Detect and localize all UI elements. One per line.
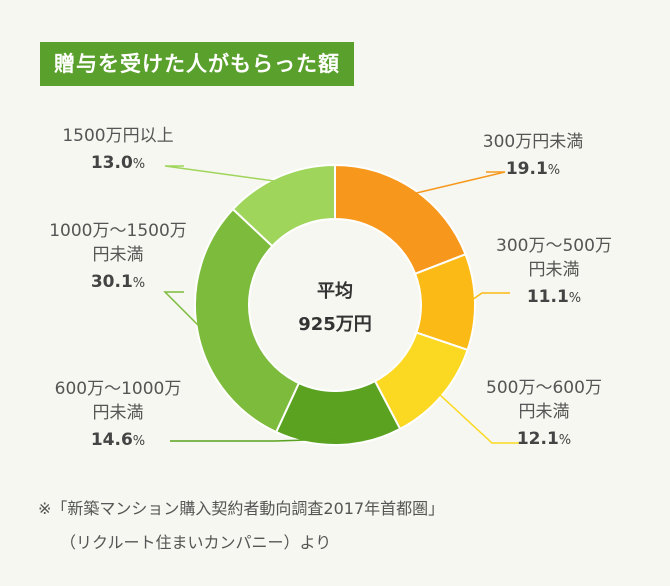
center-label-average: 925万円 bbox=[298, 314, 372, 335]
slice-label-6-line-1: 1500万円以上 bbox=[62, 126, 173, 146]
slice-value-unit-4: % bbox=[133, 434, 145, 449]
slice-value-3: 12.1% bbox=[517, 429, 571, 449]
slice-value-1: 19.1% bbox=[506, 159, 560, 179]
leader-line-4 bbox=[170, 438, 339, 442]
leader-line-5 bbox=[163, 291, 204, 332]
slice-label-4-line-2: 円未満 bbox=[93, 403, 144, 423]
slice-label-2-line-1: 300万～500万 bbox=[496, 236, 612, 256]
source-line-1: ※「新築マンション購入契約者動向調査2017年首都圏」 bbox=[38, 499, 445, 518]
leader-line-2 bbox=[468, 292, 510, 303]
slice-value-unit-1: % bbox=[548, 163, 560, 178]
slice-label-5-line-2: 円未満 bbox=[93, 245, 144, 265]
slice-value-4: 14.6% bbox=[91, 430, 145, 450]
slice-value-unit-5: % bbox=[133, 276, 145, 291]
slice-label-4-line-1: 600万～1000万 bbox=[55, 379, 182, 399]
slice-label-2-line-2: 円未満 bbox=[529, 260, 580, 280]
leader-line-3 bbox=[436, 391, 520, 444]
slice-value-6: 13.0% bbox=[91, 153, 145, 173]
slice-label-1-line-1: 300万円未満 bbox=[483, 132, 583, 152]
chart-title: 贈与を受けた人がもらった額 bbox=[40, 42, 354, 86]
center-label-title: 平均 bbox=[317, 280, 353, 302]
slice-label-5-line-1: 1000万～1500万 bbox=[49, 221, 187, 241]
slice-value-unit-3: % bbox=[559, 433, 571, 448]
slice-label-3-line-2: 円未満 bbox=[519, 402, 570, 422]
leader-line-1 bbox=[410, 171, 506, 196]
leader-line-6 bbox=[164, 165, 282, 183]
slice-value-5: 30.1% bbox=[91, 272, 145, 292]
slice-value-2: 11.1% bbox=[527, 287, 581, 307]
source-note: ※「新築マンション購入契約者動向調査2017年首都圏」 （リクルート住まいカンパ… bbox=[38, 492, 444, 560]
slice-value-unit-2: % bbox=[569, 291, 581, 306]
slice-value-unit-6: % bbox=[133, 157, 145, 172]
slice-label-3-line-1: 500万～600万 bbox=[486, 378, 602, 398]
source-line-2: （リクルート住まいカンパニー）より bbox=[60, 533, 332, 552]
donut-slice-6 bbox=[231, 163, 336, 248]
donut-slice-1 bbox=[334, 163, 467, 276]
donut-slice-5 bbox=[194, 207, 301, 434]
